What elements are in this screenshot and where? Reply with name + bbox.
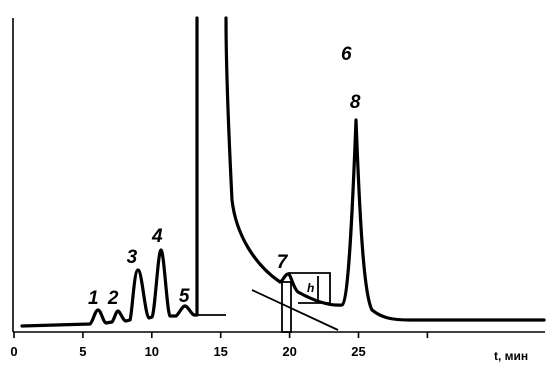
x-tick-label: 20 xyxy=(282,344,296,359)
peak-labels: 1 234 5 6 7 8 xyxy=(88,44,361,309)
x-tick-label: 0 xyxy=(10,344,17,359)
x-tick-label: 25 xyxy=(351,344,365,359)
peak-label-3: 3 xyxy=(127,247,138,268)
x-tick-label: 15 xyxy=(213,344,227,359)
height-bracket xyxy=(288,272,331,304)
x-tick-label: 10 xyxy=(145,344,159,359)
solvent-peak-tail xyxy=(224,16,546,322)
peak-label-2: 2 xyxy=(107,288,119,309)
x-axis-ticks: 0 5 10 15 20 25 xyxy=(10,332,429,359)
peak-label-4: 4 xyxy=(151,226,163,247)
peak-label-8: 8 xyxy=(350,92,361,113)
tangent-line xyxy=(251,289,339,331)
peak-7-width-box xyxy=(281,281,292,333)
chromatogram-trace xyxy=(20,16,199,328)
x-axis-label: t, мин xyxy=(494,349,528,363)
x-tick-label: 5 xyxy=(79,344,86,359)
peak-label-1: 1 xyxy=(88,288,99,309)
peak-label-5: 5 xyxy=(179,286,190,307)
height-label: h xyxy=(307,281,314,295)
peak-label-6: 6 xyxy=(341,44,352,65)
peak-label-7: 7 xyxy=(277,252,289,273)
